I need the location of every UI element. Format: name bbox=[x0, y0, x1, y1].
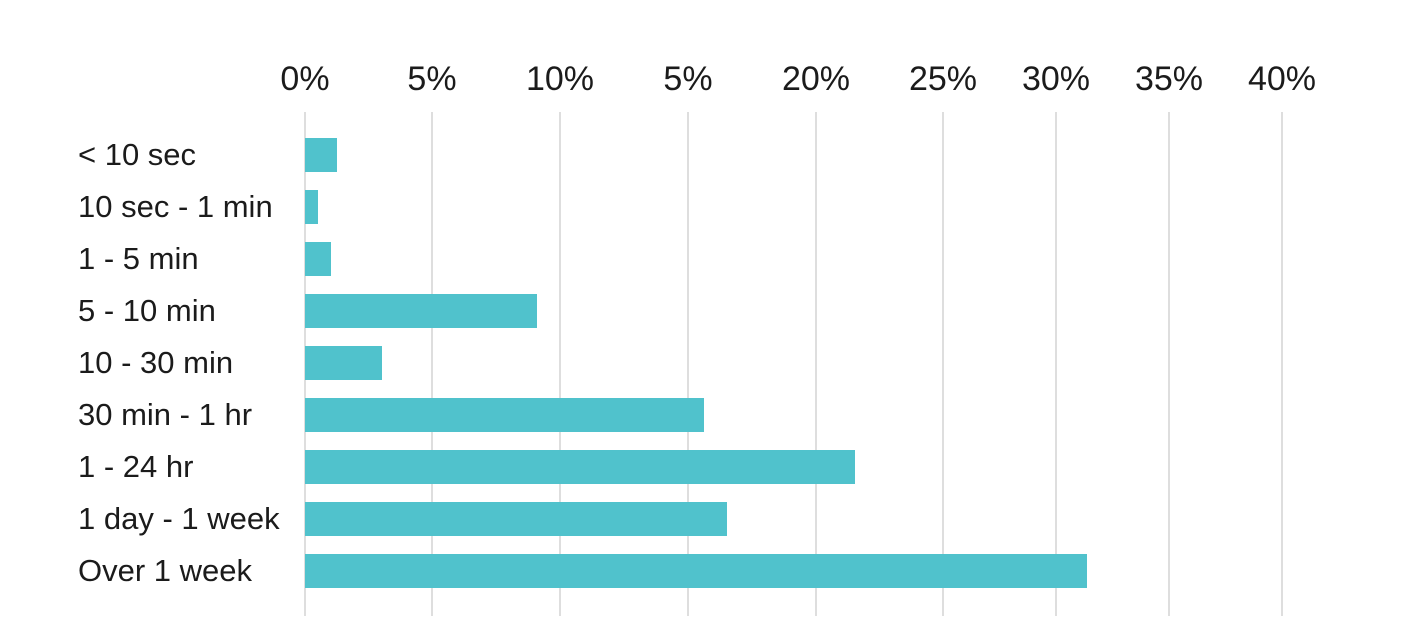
x-gridline bbox=[431, 112, 433, 616]
bar bbox=[305, 398, 704, 432]
x-gridline bbox=[687, 112, 689, 616]
x-gridline bbox=[1281, 112, 1283, 616]
x-gridline bbox=[1168, 112, 1170, 616]
x-gridline bbox=[1055, 112, 1057, 616]
x-tick-label: 5% bbox=[407, 60, 457, 98]
x-gridline bbox=[942, 112, 944, 616]
x-gridline bbox=[815, 112, 817, 616]
x-tick-label: 5% bbox=[663, 60, 713, 98]
x-tick-label: 40% bbox=[1247, 60, 1317, 98]
x-tick-label: 0% bbox=[280, 60, 330, 98]
category-label: < 10 sec bbox=[78, 137, 197, 172]
x-gridline bbox=[559, 112, 561, 616]
category-label: Over 1 week bbox=[78, 553, 253, 588]
bar bbox=[305, 554, 1087, 588]
category-label: 1 - 5 min bbox=[78, 241, 199, 276]
category-label: 1 - 24 hr bbox=[78, 449, 194, 484]
category-label: 1 day - 1 week bbox=[78, 501, 280, 536]
bar bbox=[305, 242, 331, 276]
bar bbox=[305, 450, 855, 484]
bar bbox=[305, 502, 727, 536]
category-label: 30 min - 1 hr bbox=[78, 397, 253, 432]
x-tick-label: 10% bbox=[525, 60, 595, 98]
bar bbox=[305, 294, 537, 328]
x-tick-label: 35% bbox=[1134, 60, 1204, 98]
bar bbox=[305, 346, 382, 380]
bar bbox=[305, 190, 318, 224]
x-tick-label: 30% bbox=[1021, 60, 1091, 98]
x-tick-label: 25% bbox=[908, 60, 978, 98]
category-label: 10 sec - 1 min bbox=[78, 189, 273, 224]
category-label: 5 - 10 min bbox=[78, 293, 216, 328]
bar bbox=[305, 138, 337, 172]
x-tick-label: 20% bbox=[781, 60, 851, 98]
category-label: 10 - 30 min bbox=[78, 345, 234, 380]
